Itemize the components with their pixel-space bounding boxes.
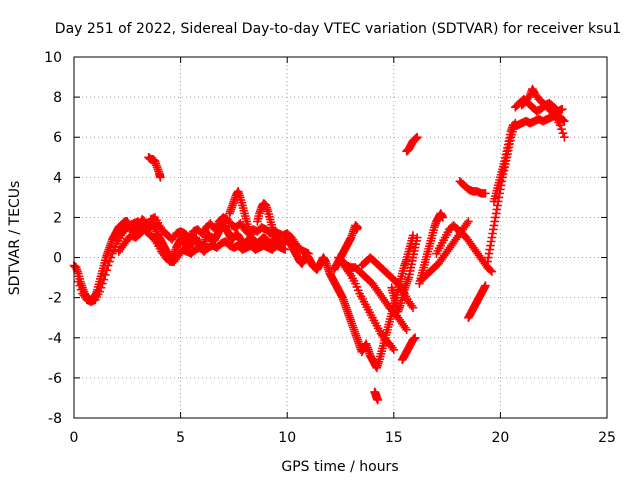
- data-point: [412, 233, 422, 242]
- data-point: [555, 120, 565, 130]
- data-point: [486, 265, 495, 275]
- series-wiggle-15: [387, 233, 422, 317]
- x-tick-label: 15: [385, 430, 403, 446]
- data-point: [389, 345, 399, 355]
- series-low-15: [398, 333, 420, 365]
- data-point: [352, 225, 361, 234]
- data-point: [557, 104, 567, 114]
- y-tick-label: 0: [53, 251, 62, 267]
- data-point: [557, 124, 566, 134]
- data-point: [410, 333, 420, 343]
- data-points: [69, 84, 569, 405]
- y-tick-label: 2: [53, 210, 62, 226]
- series-band-14: [334, 253, 411, 335]
- series-rise-16: [415, 209, 448, 288]
- data-point: [103, 261, 113, 270]
- data-point: [558, 128, 568, 138]
- y-tick-label: 10: [44, 50, 62, 66]
- data-point: [481, 189, 490, 198]
- series-main: [69, 215, 418, 373]
- data-point: [272, 235, 281, 244]
- data-point: [560, 116, 569, 126]
- data-point: [560, 132, 569, 142]
- y-axis-label: SDTVAR / TECUs: [7, 181, 23, 296]
- series-top-21c: [511, 94, 567, 116]
- series-low-14: [370, 387, 383, 405]
- data-point: [353, 286, 363, 295]
- axis-ticks: 0 5 10 15 20 25 -8 -6 -4 -2 0 2 4 6 8 10: [44, 50, 616, 446]
- chart-title: Day 251 of 2022, Sidereal Day-to-day VTE…: [55, 21, 621, 37]
- data-point: [75, 281, 84, 290]
- x-tick-label: 10: [278, 430, 296, 446]
- data-point: [156, 173, 165, 182]
- y-tick-label: 6: [53, 130, 62, 146]
- y-tick-label: 8: [53, 90, 62, 106]
- data-point: [438, 213, 448, 222]
- series-bump-9: [253, 199, 281, 244]
- data-point: [487, 267, 497, 276]
- series-drop-19: [464, 281, 490, 323]
- series-climb-20b: [489, 120, 518, 206]
- data-point: [108, 249, 117, 258]
- series-bump-7.6: [225, 187, 258, 248]
- data-point: [373, 395, 383, 405]
- series-patch-3.7: [144, 152, 165, 182]
- series-climb-20: [483, 118, 520, 266]
- plot-frame: [73, 56, 608, 419]
- series-band-2: [114, 225, 290, 266]
- series-top-21: [508, 110, 569, 130]
- data-point: [105, 257, 114, 266]
- data-point: [76, 285, 86, 294]
- data-point: [280, 245, 290, 254]
- data-point: [106, 253, 116, 262]
- data-point: [98, 279, 107, 288]
- y-tick-label: -2: [48, 291, 62, 307]
- y-tick-label: -4: [48, 331, 62, 347]
- data-point: [481, 281, 490, 290]
- x-tick-label: 5: [176, 430, 185, 446]
- data-point: [304, 249, 313, 258]
- series-rise-13: [329, 221, 362, 274]
- series-band-17: [417, 217, 473, 284]
- x-tick-label: 25: [598, 430, 616, 446]
- data-point: [248, 239, 258, 248]
- data-point: [464, 217, 473, 226]
- series-patch-16: [402, 132, 422, 156]
- x-tick-label: 0: [70, 430, 79, 446]
- series-band-18: [432, 221, 497, 276]
- x-axis-label: GPS time / hours: [281, 459, 398, 475]
- data-point: [412, 132, 422, 142]
- data-point: [99, 275, 109, 284]
- data-point: [100, 270, 110, 280]
- data-point: [402, 325, 411, 335]
- x-tick-label: 20: [491, 430, 509, 446]
- data-point: [102, 265, 111, 275]
- data-point: [95, 287, 104, 296]
- data-point: [408, 303, 418, 312]
- y-tick-label: -8: [48, 411, 62, 427]
- data-point: [351, 279, 360, 288]
- y-tick-label: 4: [53, 170, 62, 186]
- data-point: [96, 283, 106, 292]
- series-patch-18: [455, 177, 490, 198]
- y-tick-label: -6: [48, 371, 62, 387]
- data-point: [73, 277, 83, 286]
- data-point: [352, 282, 362, 292]
- data-point: [145, 219, 154, 228]
